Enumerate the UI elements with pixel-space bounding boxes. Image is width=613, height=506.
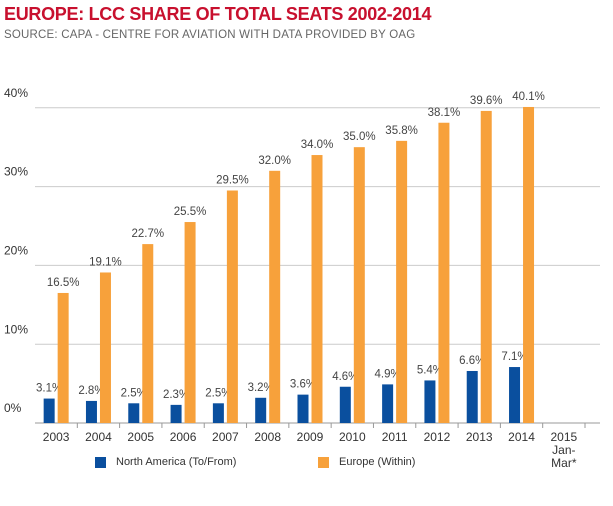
bar: [255, 397, 267, 423]
data-label: 38.1%: [428, 107, 461, 119]
bar: [523, 106, 535, 423]
data-label: 25.5%: [174, 206, 207, 218]
legend-swatch: [95, 456, 106, 468]
y-tick-label: 40%: [4, 86, 28, 100]
x-tick-label: 2008: [254, 430, 282, 444]
data-label: 4.6%: [332, 371, 358, 383]
data-label: 5.4%: [417, 364, 443, 376]
data-label: 7.1%: [501, 351, 527, 363]
legend-item: Europe (Within): [318, 456, 415, 468]
data-label: 29.5%: [216, 175, 249, 187]
y-tick-label: 20%: [4, 244, 28, 258]
data-label: 34.0%: [301, 139, 334, 151]
bar: [382, 384, 394, 423]
x-tick-label: 2013: [465, 430, 493, 444]
bar: [480, 110, 492, 424]
x-tick-label: 2012: [423, 430, 451, 444]
data-label: 3.1%: [36, 383, 62, 395]
bar: [212, 403, 224, 423]
x-tick-label: 2003: [42, 430, 70, 444]
bar: [128, 403, 140, 423]
x-tick-label: 2011: [381, 430, 408, 444]
bar: [424, 380, 436, 423]
data-label: 32.0%: [258, 155, 291, 167]
x-tick-label: 2007: [212, 430, 239, 444]
data-label: 3.6%: [290, 379, 316, 391]
bar: [311, 155, 323, 424]
bar: [509, 367, 521, 423]
data-label: 35.8%: [385, 125, 418, 137]
bar: [438, 122, 450, 423]
data-label: 6.6%: [459, 355, 485, 367]
data-label: 35.0%: [343, 131, 376, 143]
data-label: 2.5%: [205, 387, 231, 399]
x-tick-label: 2006: [169, 430, 197, 444]
bar: [85, 400, 97, 423]
bar: [57, 292, 69, 423]
data-label: 2.8%: [78, 385, 104, 397]
bar: [466, 370, 478, 423]
x-tick-label: 2009: [296, 430, 324, 444]
legend-swatch: [318, 456, 329, 468]
bar: [339, 386, 351, 423]
x-tick-label: 2014: [508, 430, 535, 444]
data-label: 40.1%: [512, 91, 545, 103]
legend-item: North America (To/From): [95, 456, 236, 468]
x-tick-label: 2004: [85, 430, 112, 444]
x-tick-label: 2005: [127, 430, 155, 444]
bar: [99, 272, 111, 423]
bar: [297, 394, 309, 423]
data-label: 3.2%: [248, 382, 274, 394]
bar: [184, 222, 196, 423]
x-tick-label: 2015 Jan-Mar*: [550, 430, 578, 470]
bar: [396, 140, 408, 423]
bar: [170, 404, 182, 423]
x-tick-label: 2010: [338, 430, 366, 444]
bar: [43, 398, 55, 423]
y-tick-label: 30%: [4, 165, 28, 179]
legend-label: Europe (Within): [339, 456, 416, 468]
y-tick-label: 0%: [4, 401, 22, 415]
data-label: 2.5%: [121, 387, 147, 399]
chart-title: EUROPE: LCC SHARE OF TOTAL SEATS 2002-20…: [4, 4, 432, 24]
bar: [269, 170, 281, 423]
data-label: 19.1%: [89, 257, 122, 269]
data-label: 22.7%: [131, 228, 164, 240]
chart-subtitle: SOURCE: CAPA - CENTRE FOR AVIATION WITH …: [4, 29, 416, 41]
data-label: 39.6%: [470, 95, 503, 107]
bar: [226, 190, 238, 423]
legend-label: North America (To/From): [116, 456, 237, 468]
data-label: 16.5%: [47, 277, 80, 289]
data-label: 2.3%: [163, 389, 189, 401]
bar: [142, 244, 154, 423]
bar: [353, 147, 365, 423]
y-tick-label: 10%: [4, 322, 28, 336]
data-label: 4.9%: [375, 368, 401, 380]
